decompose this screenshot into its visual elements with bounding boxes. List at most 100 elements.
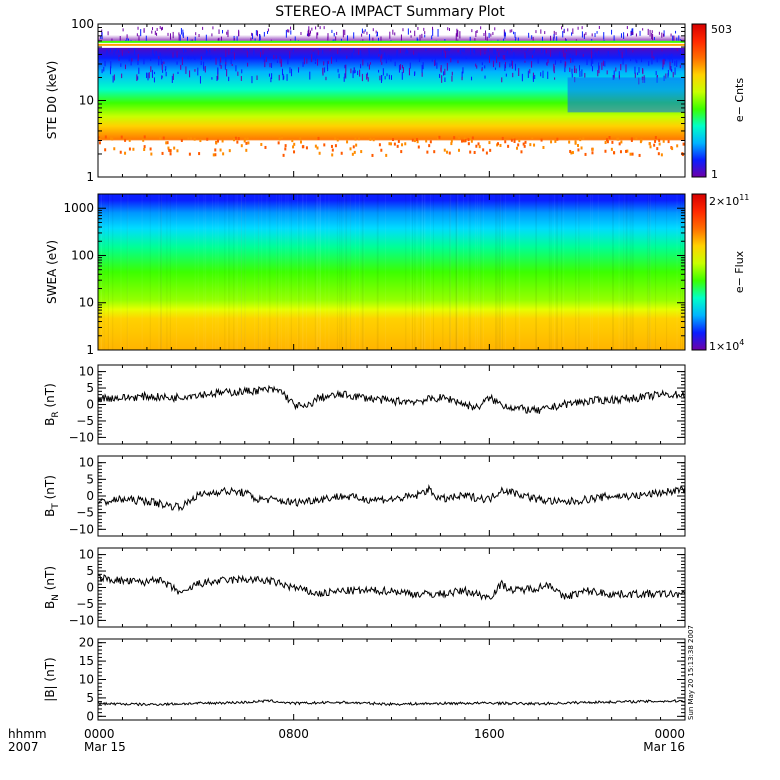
ste-cell — [458, 135, 461, 139]
ste-cell — [354, 69, 356, 74]
ste-cell — [653, 56, 655, 60]
ste-cell — [396, 144, 399, 148]
ste-cell — [311, 27, 313, 31]
ste-cell — [527, 70, 529, 78]
ste-cell — [204, 65, 206, 73]
ste-cell — [240, 75, 242, 81]
time-unit-label: hhmm — [8, 727, 47, 741]
ste-cell — [626, 149, 629, 153]
ste-cell — [385, 58, 387, 64]
ste-cell — [352, 70, 354, 79]
ste-cell — [398, 64, 400, 73]
panel-line-2: 10 5 0 −5 −10 BR (nT) — [43, 364, 686, 445]
ste-cell — [220, 65, 222, 69]
ste-cell — [127, 38, 129, 42]
ste-cell — [145, 35, 147, 40]
ste-cell — [571, 68, 573, 74]
ste-cell — [303, 57, 305, 65]
swea-cell — [126, 194, 128, 350]
ste-cell — [109, 66, 111, 75]
ste-cell — [262, 49, 264, 55]
ste-cell — [510, 138, 513, 142]
ste-cell — [375, 30, 377, 34]
ste-cell — [400, 150, 403, 154]
ste-cell — [480, 26, 482, 30]
ste-cell — [331, 29, 333, 33]
swea-cell — [469, 194, 471, 350]
ste-cell — [171, 75, 173, 83]
ste-cell — [444, 77, 446, 83]
ste-cell — [676, 37, 678, 44]
ste-cell — [532, 76, 534, 82]
ste-cell — [488, 141, 491, 145]
ste-cell — [327, 60, 329, 64]
ste-cell — [656, 147, 659, 151]
ste-cell — [246, 50, 248, 58]
swea-cell — [631, 194, 633, 350]
ste-cell — [673, 35, 675, 44]
ste-cell — [567, 28, 569, 32]
time-tick-label: 1600 — [474, 727, 505, 741]
ste-cell — [181, 57, 183, 66]
ste-cell — [226, 69, 228, 77]
ste-cell — [449, 45, 451, 51]
ste-cell — [492, 60, 494, 68]
ste-cell — [247, 141, 250, 145]
swea-cell — [577, 194, 579, 350]
ste-cell — [309, 32, 311, 36]
ste-cell — [636, 59, 638, 64]
ste-cell — [419, 34, 421, 43]
ste-cell — [366, 73, 368, 80]
ste-cell — [619, 150, 622, 154]
ste-cell — [621, 51, 623, 59]
swea-cell — [563, 194, 565, 350]
swea-cell — [556, 194, 558, 350]
ste-cell — [617, 137, 620, 141]
ste-cell — [152, 49, 154, 56]
ste-cell — [625, 149, 628, 153]
ste-cell — [494, 27, 496, 31]
swea-cell — [578, 194, 580, 350]
ste-cell — [586, 59, 588, 66]
ste-cell — [428, 144, 431, 148]
ste-cell — [423, 27, 425, 31]
ste-cell — [474, 38, 476, 42]
swea-cell — [233, 194, 235, 350]
ste-cell — [187, 56, 189, 60]
ste-cell — [655, 70, 657, 76]
ste-cell — [564, 53, 566, 60]
ste-cell — [446, 62, 448, 71]
ste-cell — [400, 34, 402, 41]
swea-cell — [158, 194, 160, 350]
ste-cell — [360, 150, 363, 154]
ste-cell — [137, 26, 139, 30]
ste-cell — [151, 30, 153, 34]
ste-cell — [217, 38, 219, 42]
ste-cell — [613, 75, 615, 80]
ste-cell — [583, 34, 585, 39]
ste-cell — [153, 77, 155, 83]
ste-cell — [322, 50, 324, 55]
ste-cell — [113, 74, 115, 81]
ste-cell — [532, 36, 534, 45]
ste-cell — [386, 73, 388, 77]
ste-cell — [656, 74, 658, 78]
ste-cell — [669, 54, 671, 62]
swea-colorbar-max: 2×1011 — [709, 193, 749, 208]
ste-cell — [531, 61, 533, 68]
ste-cell — [405, 45, 407, 53]
swea-cell — [680, 194, 682, 350]
ste-cell — [367, 62, 369, 67]
swea-colorbar — [691, 193, 707, 351]
ste-cell — [210, 55, 212, 60]
ste-cell — [534, 74, 536, 80]
y-tick-label: 1 — [86, 343, 94, 357]
swea-cell — [285, 194, 287, 350]
ste-cell — [369, 34, 371, 41]
ste-cell — [302, 61, 304, 67]
ste-cell — [520, 150, 523, 154]
ste-cell — [585, 32, 587, 36]
ste-cell — [575, 50, 577, 56]
ste-cell — [649, 29, 651, 37]
swea-cell — [236, 194, 238, 350]
